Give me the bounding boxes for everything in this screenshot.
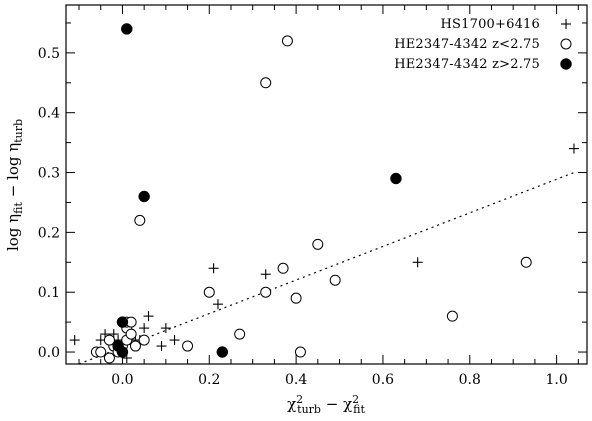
x-tick-label: 0.2 [198, 372, 220, 388]
he-high-z-point [390, 172, 402, 185]
he-low-z-point [134, 214, 146, 226]
legend-markers [560, 19, 572, 70]
he-low-z-point [103, 334, 115, 346]
he-low-z-point [182, 340, 194, 352]
plot-frame [65, 4, 588, 365]
he-high-z-point [116, 346, 129, 358]
hs1700-point [212, 299, 223, 310]
y-tick-label: 0.5 [38, 46, 60, 62]
y-axis-title: log ηfit − log ηturb [4, 119, 25, 251]
he-high-z-point [138, 190, 150, 203]
hs1700-point [139, 323, 150, 334]
legend-marker-filled-circle [560, 58, 572, 70]
x-tick-label: 0.8 [459, 372, 481, 388]
he-low-z-point [95, 346, 107, 358]
he-low-z-point [260, 286, 272, 298]
hs1700-point [568, 143, 579, 154]
he-low-z-point [234, 328, 246, 340]
hs1700-point [143, 311, 154, 322]
trend-line [78, 171, 575, 365]
hs1700-point [156, 341, 167, 352]
hs1700-point [69, 335, 80, 346]
y-tick-label: 0.2 [38, 225, 60, 241]
he-low-z-point [103, 352, 115, 364]
hs1700-point [260, 269, 271, 280]
y-tick-label: 0.4 [38, 106, 60, 122]
hs1700-point [412, 257, 423, 268]
he-low-z-point [260, 77, 272, 89]
hs1700-point [160, 323, 171, 334]
he-low-z-point [290, 292, 302, 304]
hs1700-point [208, 263, 219, 274]
legend-label-he-low-z: HE2347-4342 z<2.75 [394, 37, 540, 52]
legend-label-he-high-z: HE2347-4342 z>2.75 [394, 57, 540, 72]
x-tick-label: 0.6 [372, 372, 394, 388]
he-high-z-point [116, 316, 129, 328]
legend: HS1700+6416 HE2347-4342 z<2.75 HE2347-43… [394, 17, 572, 72]
he-low-z-point [446, 310, 458, 322]
x-tick-label: 0.0 [111, 372, 133, 388]
x-tick-label: 1.0 [545, 372, 567, 388]
legend-marker-open-circle [560, 38, 572, 50]
he-low-z-point [281, 35, 293, 47]
y-tick-label: 0.0 [38, 345, 60, 361]
tick-labels: 0.0 0.2 0.4 0.6 0.8 1.0 0.0 0.1 0.2 0.3 0.4 0.5 [38, 46, 568, 388]
x-axis-title: χ2 turb − χ2 fit [287, 393, 365, 416]
he-high-z-point [216, 346, 229, 358]
x-tick-label: 0.4 [285, 372, 307, 388]
he-high-z-point [121, 23, 133, 35]
he-low-z-point [277, 262, 289, 274]
legend-label-hs1700: HS1700+6416 [440, 17, 540, 32]
he-low-z-point [312, 238, 324, 250]
axis-ticks [66, 5, 587, 364]
hs1700-point [169, 335, 180, 346]
data-points [69, 23, 579, 364]
y-tick-label: 0.3 [38, 166, 60, 182]
he-low-z-point [125, 328, 137, 340]
he-low-z-point [129, 340, 141, 352]
he-low-z-point [329, 274, 341, 286]
he-low-z-point [138, 334, 150, 346]
he-low-z-point [203, 286, 215, 298]
legend-marker-plus [561, 19, 571, 29]
he-low-z-point [520, 256, 532, 268]
he-low-z-point [294, 346, 306, 358]
y-tick-label: 0.1 [38, 285, 60, 301]
